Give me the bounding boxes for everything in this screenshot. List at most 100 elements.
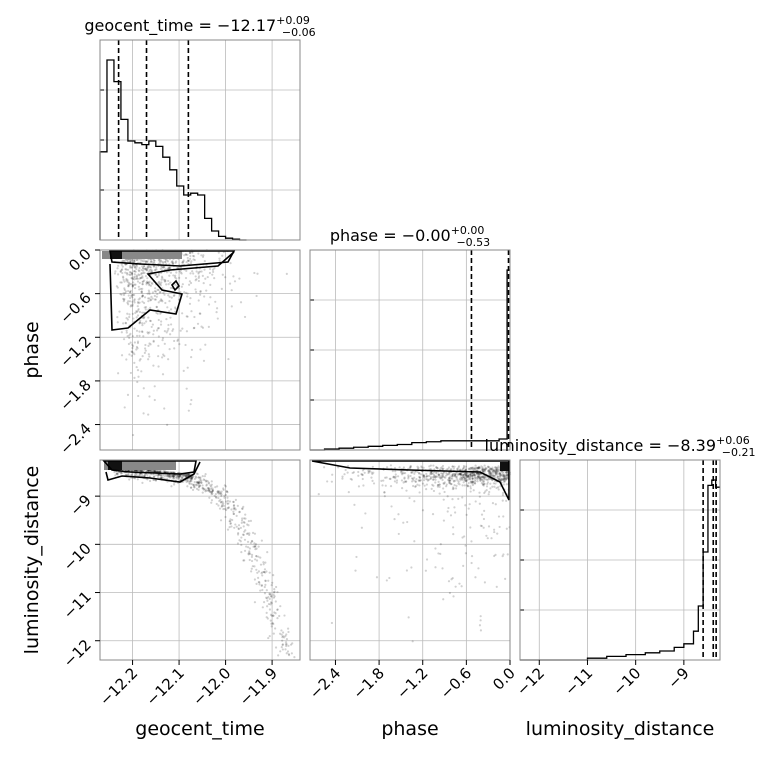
sample-point [218,259,221,262]
sample-point [146,281,149,285]
sample-point [242,559,245,562]
sample-point [120,268,124,271]
sample-point [487,470,491,473]
sample-point [200,254,203,257]
sample-point [481,478,484,481]
sample-point [133,275,136,278]
sample-point [453,465,456,468]
sample-point [272,593,275,596]
sample-point [472,468,475,471]
sample-point [143,259,146,263]
sample-point [121,275,125,278]
sample-point [167,279,170,283]
sample-point [228,520,231,523]
sample-point [482,468,485,471]
sample-point [262,561,265,564]
sample-point [190,477,193,480]
sample-point [468,478,471,481]
sample-point [496,532,499,535]
sample-point [501,474,504,477]
sample-point [491,478,494,482]
sample-point [416,483,419,486]
sample-point [452,487,455,490]
sample-point [161,476,165,479]
sample-point [122,278,125,281]
sample-point [155,295,158,298]
sample-point [461,478,464,481]
sample-point [220,494,223,498]
sample-point [134,270,137,273]
sample-point [124,322,128,325]
sample-point [346,464,350,468]
sample-point [220,505,223,508]
sample-point [341,475,344,478]
sample-point [185,260,188,264]
sample-point [125,259,129,262]
sample-point [203,260,206,263]
sample-point [236,504,239,507]
sample-point [485,467,488,470]
sample-point [350,478,353,481]
sample-point [481,475,484,479]
sample-point [150,259,153,263]
sample-point [475,466,479,469]
sample-point [134,469,137,472]
sample-point [283,614,286,617]
sample-point [380,479,383,482]
sample-point [438,476,441,479]
sample-point [226,491,229,494]
sample-point [137,307,140,311]
sample-point [496,466,499,469]
sample-point [197,476,200,479]
sample-point [291,642,294,645]
sample-point [248,551,251,554]
sample-point [493,554,496,558]
sample-point [498,472,501,475]
sample-point [493,530,496,534]
sample-point [232,507,235,510]
sample-point [445,471,448,475]
sample-point [418,472,421,475]
sample-point [471,472,474,475]
sample-point [130,350,133,353]
sample-point [166,259,169,262]
sample-point [151,469,154,473]
sample-point [482,476,485,479]
sample-point [477,567,480,570]
sample-point [141,355,144,358]
density-peak [108,461,122,470]
sample-point [184,276,188,280]
sample-point [264,561,267,564]
sample-point [490,472,493,475]
sample-point [484,475,487,479]
contour-inner [102,460,197,475]
sample-point [163,475,166,478]
sample-point [161,276,164,279]
sample-point [188,481,191,484]
sample-point [210,499,214,502]
sample-point [182,369,185,372]
sample-point [188,477,191,480]
sample-point [492,468,495,471]
sample-point [158,470,162,473]
sample-point [226,496,229,499]
sample-point [127,342,130,346]
sample-point [133,341,137,344]
sample-point [122,293,126,297]
sample-point [478,474,481,478]
sample-point [289,643,293,646]
sample-point [276,617,279,620]
sample-point [125,272,129,275]
sample-point [177,476,180,479]
sample-point [160,320,163,323]
sample-point [176,339,179,342]
sample-point [221,503,224,506]
sample-point [491,485,494,488]
sample-point [456,468,459,471]
sample-point [172,477,175,480]
sample-point [460,472,463,475]
sample-point [160,278,163,281]
sample-point [481,483,484,486]
sample-point [347,490,350,494]
sample-point [489,472,492,475]
